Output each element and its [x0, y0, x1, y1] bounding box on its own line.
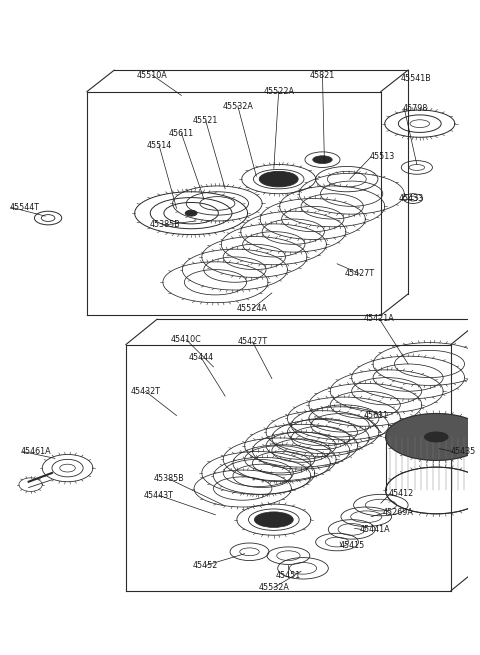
Text: 45452: 45452 — [193, 561, 218, 570]
Text: 45544T: 45544T — [9, 203, 39, 212]
Text: 45415: 45415 — [340, 542, 365, 550]
Text: 45798: 45798 — [402, 103, 428, 113]
Text: 45521: 45521 — [193, 116, 218, 125]
Text: 45421A: 45421A — [363, 314, 394, 323]
Text: 45611: 45611 — [169, 129, 194, 138]
Text: 45385B: 45385B — [149, 220, 180, 229]
Text: 45444: 45444 — [188, 352, 214, 362]
Polygon shape — [386, 413, 480, 460]
Ellipse shape — [254, 512, 293, 527]
Text: 45443T: 45443T — [144, 491, 174, 500]
Text: 45532A: 45532A — [258, 583, 289, 592]
Text: 45427T: 45427T — [344, 269, 374, 278]
Ellipse shape — [267, 174, 290, 184]
Text: 45451: 45451 — [276, 571, 301, 580]
Text: 45441A: 45441A — [360, 525, 390, 534]
Text: 45510A: 45510A — [137, 71, 168, 79]
Text: 45433: 45433 — [398, 194, 423, 203]
Text: 45427T: 45427T — [237, 337, 267, 346]
Text: 45410C: 45410C — [171, 335, 202, 344]
Text: 45435: 45435 — [451, 447, 476, 456]
Ellipse shape — [259, 172, 298, 187]
Text: 45611: 45611 — [363, 411, 388, 420]
Text: 45385B: 45385B — [154, 474, 184, 483]
Ellipse shape — [425, 432, 448, 442]
Text: 45269A: 45269A — [383, 508, 414, 517]
Ellipse shape — [264, 515, 284, 523]
Text: 45532A: 45532A — [222, 102, 253, 111]
Text: 45522A: 45522A — [263, 87, 294, 96]
Text: 45514: 45514 — [146, 141, 172, 149]
Text: 45412: 45412 — [389, 489, 414, 498]
Text: 45432T: 45432T — [131, 386, 160, 396]
Ellipse shape — [185, 210, 197, 216]
Text: 45513: 45513 — [369, 152, 395, 161]
Text: 45821: 45821 — [310, 71, 335, 79]
Ellipse shape — [313, 156, 332, 164]
Text: 45541B: 45541B — [400, 75, 431, 83]
Text: 45461A: 45461A — [21, 447, 51, 456]
Text: 45524A: 45524A — [237, 304, 268, 313]
